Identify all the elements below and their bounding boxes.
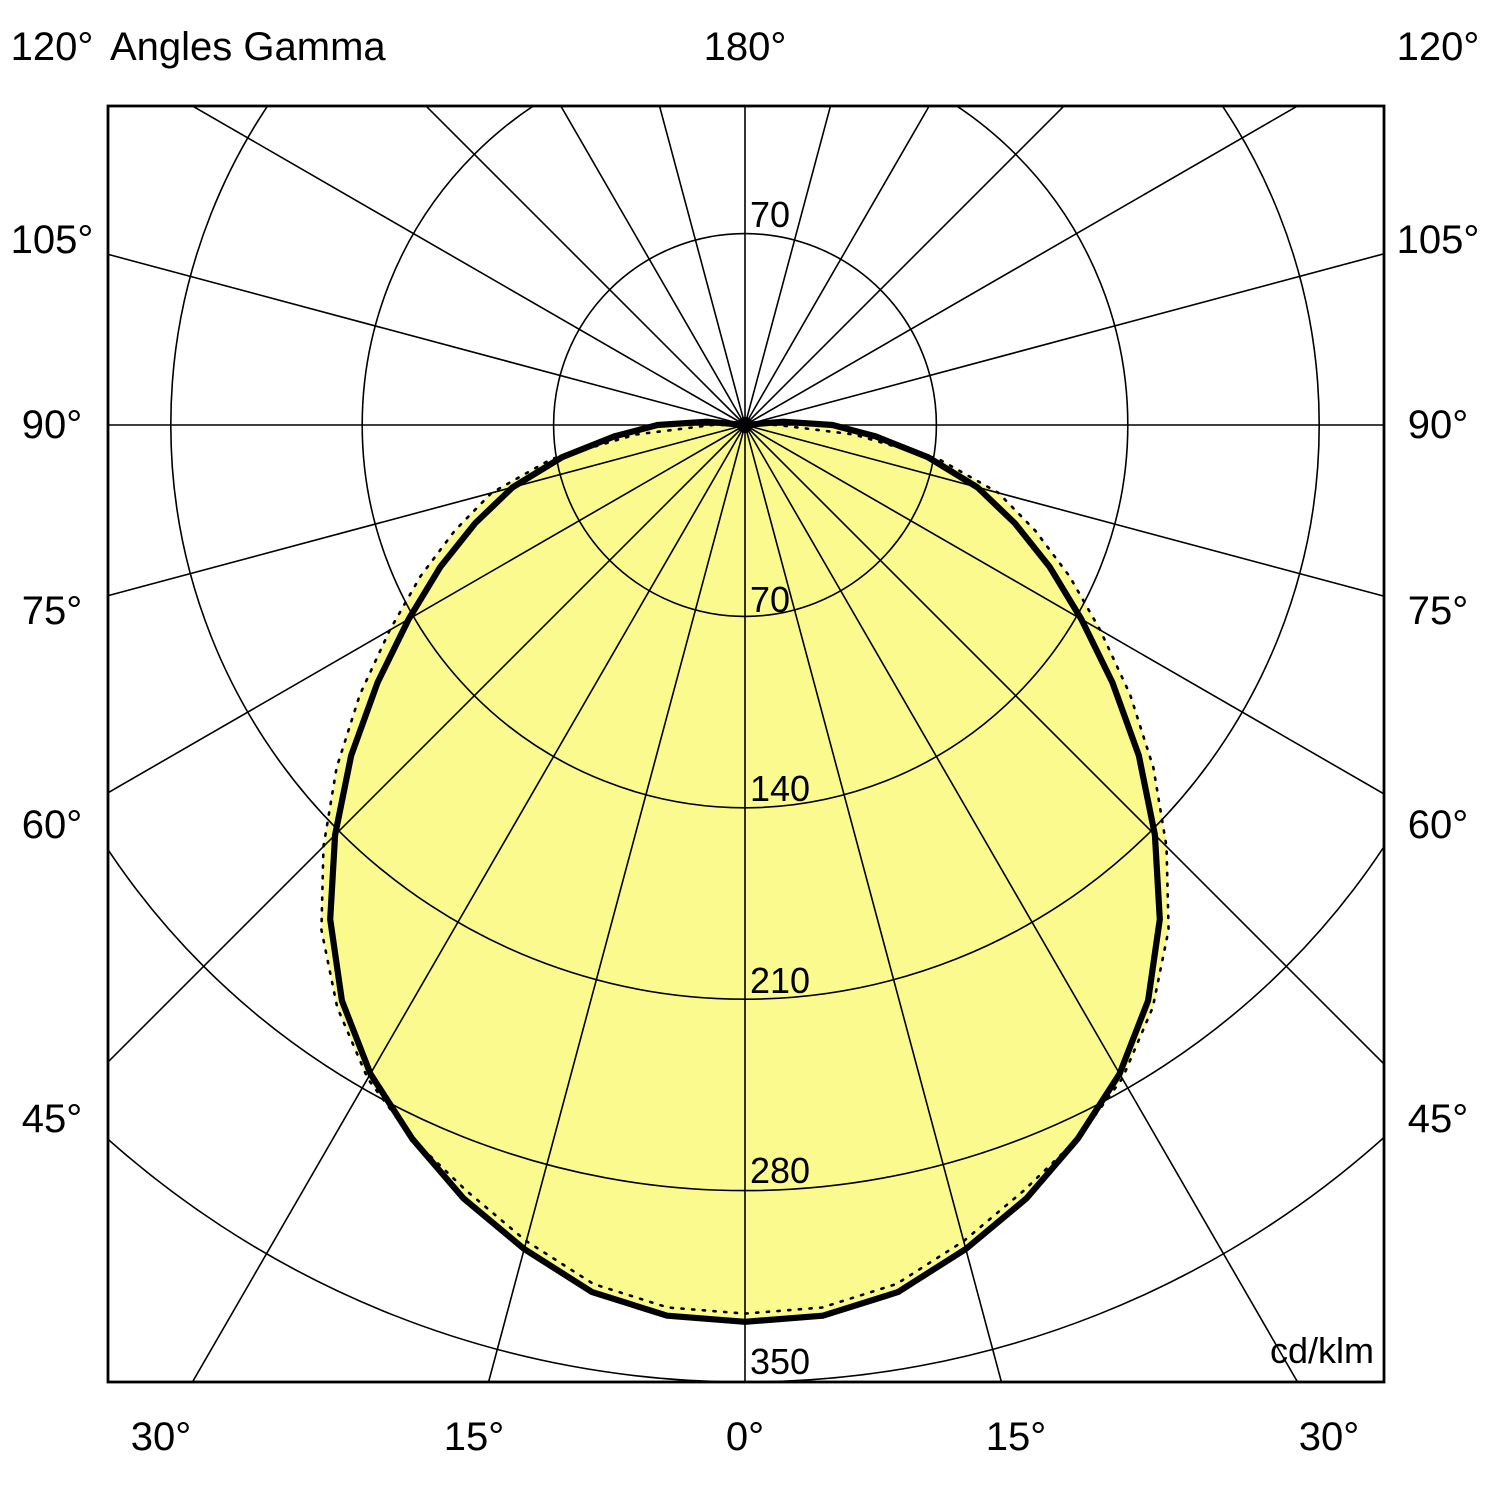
gamma-label-left-75: 75° xyxy=(21,589,83,633)
gamma-label-left-60: 60° xyxy=(21,803,83,847)
gamma-label-bottom-15-left: 15° xyxy=(443,1415,505,1459)
radial-line-135 xyxy=(744,106,1066,426)
radial-tick-280: 280 xyxy=(750,1150,811,1191)
radial-line-165 xyxy=(744,106,832,426)
radial-line-225 xyxy=(424,106,746,426)
radial-line-255 xyxy=(108,253,746,426)
gamma-label-left-45: 45° xyxy=(21,1097,83,1141)
radial-tick-140: 140 xyxy=(750,768,811,809)
unit-label: cd/klm xyxy=(1269,1330,1374,1371)
radial-line-285 xyxy=(108,424,746,597)
plot-frame xyxy=(106,104,1386,1384)
chart-title: Angles Gamma xyxy=(110,25,386,69)
gamma-label-left-90: 90° xyxy=(21,403,83,447)
gamma-label-right-45: 45° xyxy=(1407,1097,1469,1141)
gamma-label-right-75: 75° xyxy=(1407,589,1469,633)
gamma-label-top-180: 180° xyxy=(703,25,787,69)
radial-line-75 xyxy=(744,424,1384,598)
gamma-label-right-90: 90° xyxy=(1407,403,1469,447)
gamma-label-right-120: 120° xyxy=(1396,25,1480,69)
radial-tick-70: 70 xyxy=(750,579,791,620)
radial-line-315 xyxy=(108,424,746,1064)
pole-dot xyxy=(737,417,753,433)
gamma-label-bottom-15-right: 15° xyxy=(985,1415,1047,1459)
photometric-curve-c90-c270 xyxy=(320,423,1170,1315)
gamma-label-left-120: 120° xyxy=(10,25,94,69)
gamma-label-right-60: 60° xyxy=(1407,803,1469,847)
radial-line-30 xyxy=(744,424,1299,1382)
radial-tick-350: 350 xyxy=(750,1341,811,1382)
gamma-label-left-105: 105° xyxy=(10,218,94,262)
radial-line-240 xyxy=(190,106,746,426)
radial-line-300 xyxy=(108,424,746,794)
radial-line-150 xyxy=(744,106,931,426)
gamma-label-bottom-30-right: 30° xyxy=(1298,1415,1360,1459)
radial-line-195 xyxy=(658,106,746,426)
photometric-curve-c0-c180 xyxy=(327,418,1163,1325)
radial-line-45 xyxy=(744,424,1384,1066)
radial-line-330 xyxy=(191,424,746,1382)
radial-line-60 xyxy=(744,424,1384,795)
radial-line-105 xyxy=(744,252,1384,426)
radial-line-120 xyxy=(744,106,1300,426)
gamma-label-bottom-30-left: 30° xyxy=(130,1415,192,1459)
radial-tick-210: 210 xyxy=(750,960,811,1001)
radial-tick-70-upper: 70 xyxy=(750,194,791,235)
gamma-label-bottom-0: 0° xyxy=(725,1415,765,1459)
radial-line-210 xyxy=(559,106,746,426)
gamma-label-right-105: 105° xyxy=(1396,218,1480,262)
